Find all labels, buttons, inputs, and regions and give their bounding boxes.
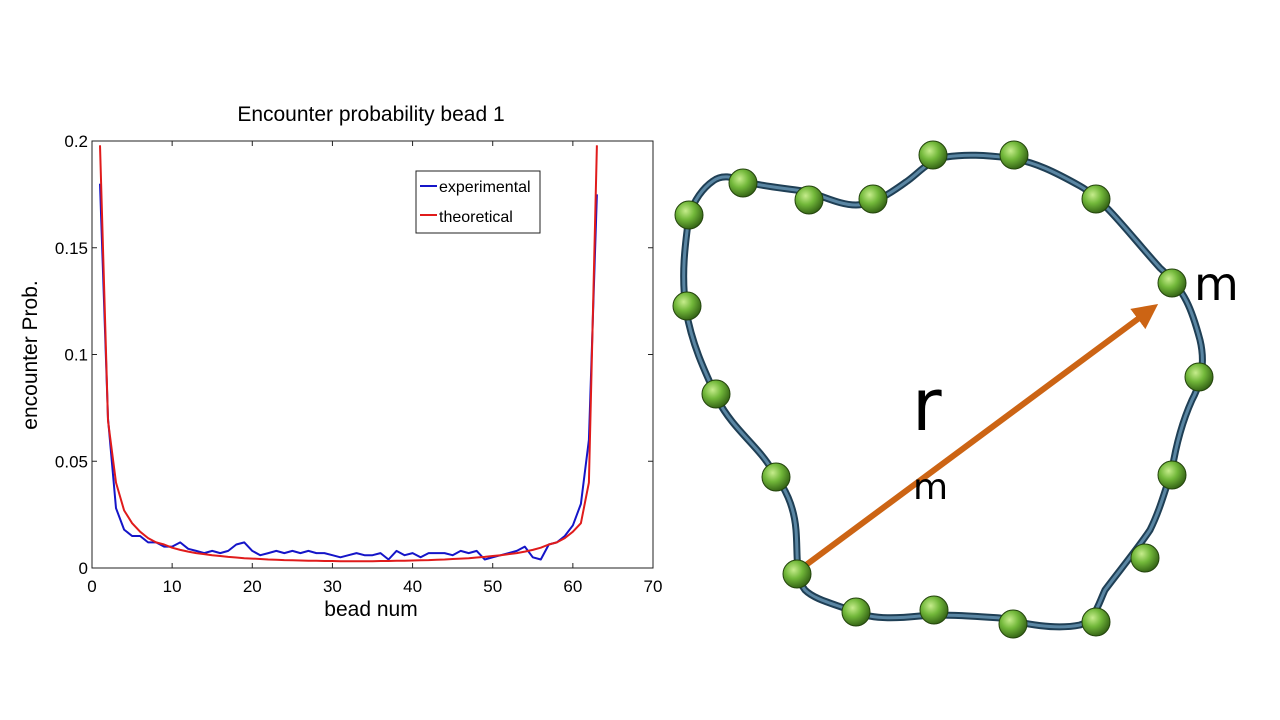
bead xyxy=(841,597,871,627)
series-line-theoretical xyxy=(99,145,598,563)
bead xyxy=(794,185,824,215)
x-tick-label: 70 xyxy=(644,577,663,596)
polymer-chain-highlight xyxy=(682,153,1204,629)
x-axis-label: bead num xyxy=(324,598,417,621)
legend-label-experimental: experimental xyxy=(439,179,531,196)
legend: experimental theoretical xyxy=(415,170,541,234)
distance-arrow xyxy=(804,303,1159,568)
series-line-experimental xyxy=(99,183,598,561)
beads-layer xyxy=(672,140,1214,639)
y-tick-label: 0 xyxy=(79,559,88,578)
series-layer xyxy=(99,145,598,563)
bead xyxy=(1081,607,1111,637)
bead xyxy=(761,462,791,492)
x-tick-label: 10 xyxy=(163,577,182,596)
y-axis-label: encounter Prob. xyxy=(19,280,42,429)
bead xyxy=(1081,184,1111,214)
plot-area-frame xyxy=(91,140,654,569)
bead xyxy=(999,140,1029,170)
x-tick-label: 40 xyxy=(403,577,422,596)
x-tick-label: 20 xyxy=(243,577,262,596)
y-tick-label: 0.1 xyxy=(64,346,88,365)
y-tick-label: 0.2 xyxy=(64,132,88,151)
distance-label-r: r xyxy=(912,363,942,447)
bead xyxy=(728,168,758,198)
bead xyxy=(1157,460,1187,490)
legend-label-theoretical: theoretical xyxy=(439,209,513,226)
bead xyxy=(858,184,888,214)
bead-end-m xyxy=(1157,268,1187,298)
bead-m-label: m xyxy=(1194,257,1239,311)
polymer-loop-diagram: r m m xyxy=(672,140,1239,639)
y-tick-label: 0.05 xyxy=(55,452,88,471)
x-tick-label: 30 xyxy=(323,577,342,596)
x-axis: 0 10 20 30 40 50 60 70 xyxy=(87,141,662,596)
y-axis: 0 0.05 0.1 0.15 0.2 xyxy=(55,132,653,578)
bead-start xyxy=(782,559,812,589)
x-tick-label: 0 xyxy=(87,577,96,596)
legend-box xyxy=(415,170,541,234)
encounter-probability-chart: Encounter probability bead 1 0 10 20 30 40 50… xyxy=(19,103,662,621)
chart-title: Encounter probability bead 1 xyxy=(237,103,504,126)
distance-label-subscript-m: m xyxy=(913,467,948,508)
x-tick-label: 60 xyxy=(563,577,582,596)
bead xyxy=(919,595,949,625)
bead xyxy=(918,140,948,170)
x-tick-label: 50 xyxy=(483,577,502,596)
bead xyxy=(701,379,731,409)
bead xyxy=(1130,543,1160,573)
y-tick-label: 0.15 xyxy=(55,239,88,258)
bead xyxy=(1184,362,1214,392)
bead xyxy=(998,609,1028,639)
bead xyxy=(674,200,704,230)
bead xyxy=(672,291,702,321)
